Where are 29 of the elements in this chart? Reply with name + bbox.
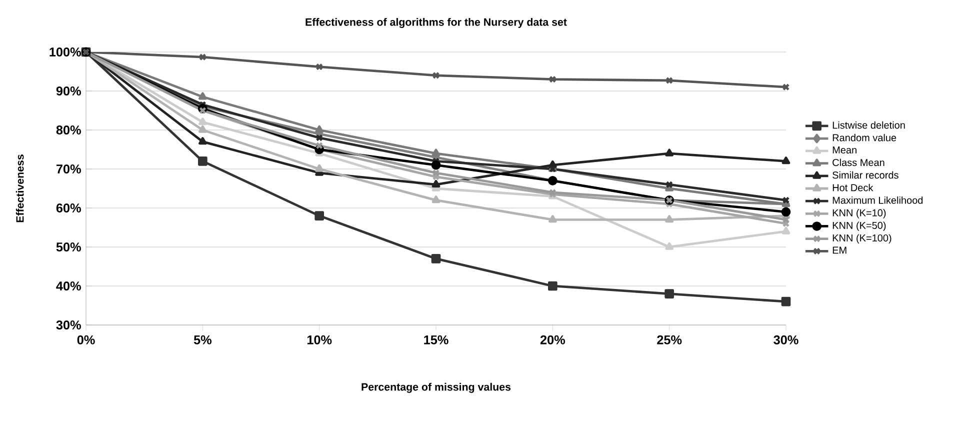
- legend-label: Hot Deck: [832, 184, 874, 192]
- legend-label: Class Mean: [832, 158, 884, 166]
- y-tick-label: 80%: [56, 126, 81, 134]
- legend-label: Mean: [832, 146, 856, 154]
- chart-title: Effectiveness of algorithms for the Nursery data set: [306, 18, 567, 28]
- x-tick-label: 25%: [657, 335, 682, 344]
- legend-label: KNN (K=10): [832, 209, 886, 218]
- y-tick-label: 50%: [56, 242, 81, 252]
- legend-label: EM: [832, 246, 846, 254]
- x-tick-label: 15%: [424, 335, 448, 344]
- x-tick-label: 10%: [307, 335, 332, 344]
- y-tick-label: 70%: [56, 164, 81, 174]
- legend-label: KNN (K=50): [832, 222, 886, 231]
- legend-label: KNN (K=100): [832, 234, 892, 244]
- y-tick-label: 40%: [56, 282, 81, 290]
- y-tick-label: 90%: [56, 86, 81, 96]
- y-tick-label: 30%: [56, 320, 81, 330]
- legend-label: Random value: [832, 134, 896, 142]
- x-axis-title: Percentage of missing values: [362, 382, 511, 393]
- x-tick-label: 30%: [774, 335, 798, 344]
- x-tick-label: 5%: [194, 335, 212, 344]
- legend-label: Similar records: [832, 171, 898, 179]
- y-tick-label: 100%: [50, 48, 81, 56]
- y-tick-label: 60%: [56, 204, 81, 212]
- x-tick-label: 0%: [77, 335, 95, 344]
- y-axis-title: Effectiveness: [16, 154, 24, 222]
- legend-label: Listwise deletion: [832, 121, 905, 129]
- legend-label: Maximum Likelihood: [832, 196, 923, 204]
- x-tick-label: 20%: [540, 335, 566, 344]
